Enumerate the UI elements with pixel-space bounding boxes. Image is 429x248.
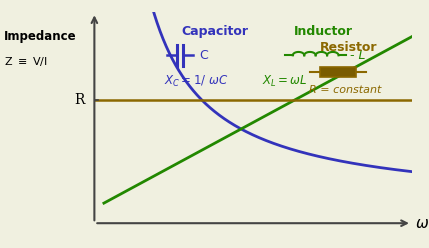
Text: R: R (75, 93, 85, 107)
Text: $X_C = 1/\ \omega C$: $X_C = 1/\ \omega C$ (164, 74, 228, 89)
Text: C: C (199, 49, 208, 62)
Text: Resistor: Resistor (320, 41, 377, 54)
Text: R = constant: R = constant (309, 85, 381, 95)
Text: $\omega$: $\omega$ (415, 216, 429, 231)
Text: $X_L = \omega L$: $X_L = \omega L$ (262, 74, 308, 89)
FancyBboxPatch shape (320, 67, 356, 77)
Text: Capacitor: Capacitor (181, 25, 248, 37)
Text: Z $\equiv$ V/I: Z $\equiv$ V/I (4, 55, 48, 67)
Text: Impedance: Impedance (4, 30, 77, 43)
Text: - L: - L (350, 49, 365, 62)
Text: Inductor: Inductor (293, 25, 353, 37)
